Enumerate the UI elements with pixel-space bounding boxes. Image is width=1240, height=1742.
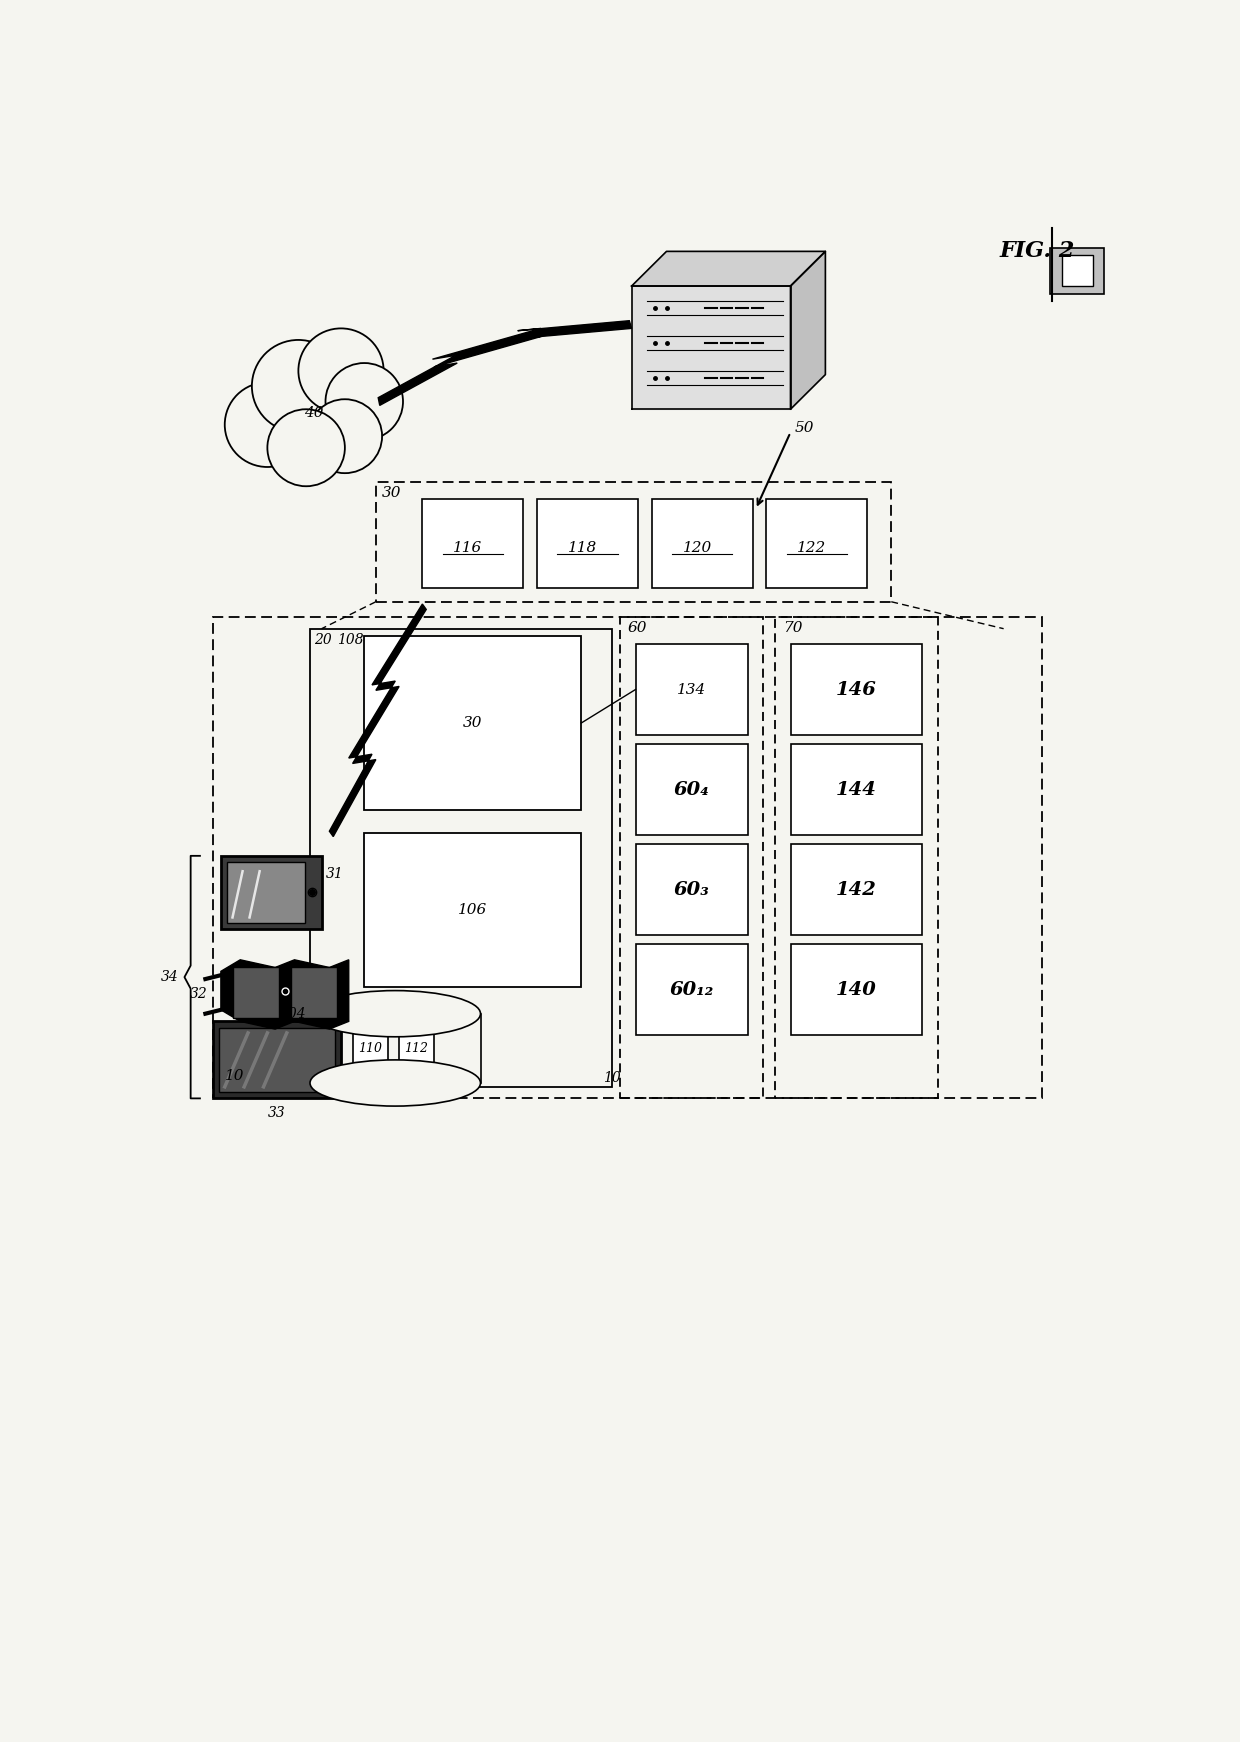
Text: 116: 116 <box>453 542 482 556</box>
Ellipse shape <box>308 399 382 474</box>
Text: 60: 60 <box>627 620 647 636</box>
Bar <box>310 1014 481 1084</box>
Bar <box>310 629 613 1087</box>
Text: 30: 30 <box>382 486 402 500</box>
Bar <box>221 855 321 928</box>
Text: 134: 134 <box>677 683 707 697</box>
Bar <box>791 744 923 834</box>
Text: 108: 108 <box>337 632 363 646</box>
Text: 10: 10 <box>604 1071 621 1085</box>
Polygon shape <box>631 251 826 286</box>
Text: 10: 10 <box>224 1070 244 1084</box>
Bar <box>652 500 753 587</box>
Ellipse shape <box>310 1059 481 1106</box>
Bar <box>1050 247 1105 294</box>
Text: 140: 140 <box>836 981 877 998</box>
Polygon shape <box>268 368 368 455</box>
Bar <box>1061 256 1092 286</box>
Text: 20: 20 <box>314 632 331 646</box>
Text: 60₁₂: 60₁₂ <box>670 981 714 998</box>
Bar <box>775 617 937 1099</box>
Text: 60₄: 60₄ <box>673 780 709 798</box>
Bar <box>791 645 923 735</box>
Text: 122: 122 <box>797 542 826 556</box>
Ellipse shape <box>325 362 403 441</box>
Ellipse shape <box>299 329 383 413</box>
Polygon shape <box>791 251 826 409</box>
Text: 110: 110 <box>357 1042 382 1056</box>
Polygon shape <box>378 321 631 406</box>
Text: 120: 120 <box>682 542 712 556</box>
Text: 50: 50 <box>795 422 813 436</box>
Text: 146: 146 <box>836 681 877 699</box>
Bar <box>635 944 748 1035</box>
Bar <box>791 845 923 935</box>
Text: 34: 34 <box>160 970 179 984</box>
Polygon shape <box>221 960 348 1030</box>
Ellipse shape <box>268 409 345 486</box>
Bar <box>233 967 279 1017</box>
Ellipse shape <box>224 381 310 467</box>
Bar <box>537 500 637 587</box>
Bar <box>423 500 523 587</box>
Text: 31: 31 <box>325 868 343 881</box>
Text: 112: 112 <box>404 1042 428 1056</box>
Bar <box>290 967 337 1017</box>
Text: 32: 32 <box>190 988 207 1002</box>
Text: 144: 144 <box>836 780 877 798</box>
Text: 60₃: 60₃ <box>673 881 709 899</box>
Bar <box>635 744 748 834</box>
Text: 142: 142 <box>836 881 877 899</box>
Text: 30: 30 <box>463 716 482 730</box>
Bar <box>352 1021 387 1075</box>
Bar <box>791 944 923 1035</box>
Bar <box>219 1028 335 1092</box>
Text: 104: 104 <box>279 1007 306 1021</box>
Bar <box>766 500 867 587</box>
Ellipse shape <box>310 991 481 1036</box>
Bar <box>620 617 764 1099</box>
Bar <box>213 1021 341 1099</box>
Bar <box>213 617 1043 1099</box>
Bar <box>227 862 305 923</box>
Text: 70: 70 <box>782 620 802 636</box>
Bar <box>376 483 892 601</box>
Text: 40: 40 <box>304 406 324 420</box>
Bar <box>635 845 748 935</box>
Bar <box>365 833 582 986</box>
Text: 106: 106 <box>458 902 487 916</box>
Polygon shape <box>330 604 427 836</box>
Bar <box>365 636 582 810</box>
Text: 33: 33 <box>268 1106 286 1120</box>
Ellipse shape <box>252 340 345 432</box>
Bar <box>635 645 748 735</box>
Text: FIG. 2: FIG. 2 <box>999 240 1075 263</box>
Bar <box>399 1021 434 1075</box>
Polygon shape <box>631 286 791 409</box>
Text: 118: 118 <box>568 542 596 556</box>
